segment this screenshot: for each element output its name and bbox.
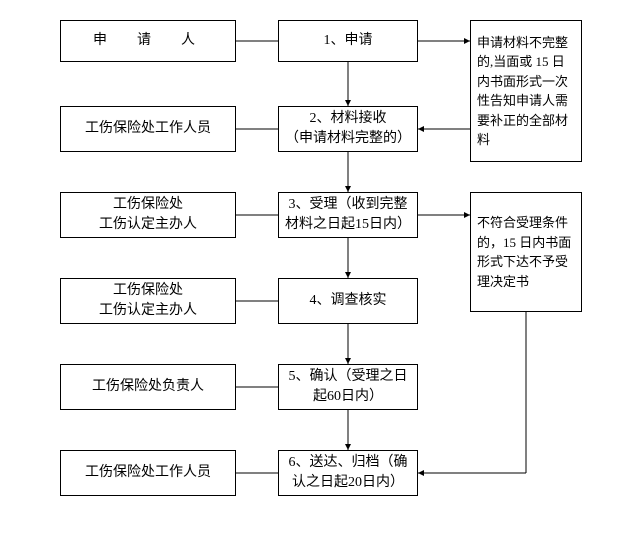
side-note-2: 不符合受理条件的，15 日内书面形式下达不予受理决定书 (470, 192, 582, 312)
role-box-3: 工伤保险处 工伤认定主办人 (60, 192, 236, 238)
role-box-4: 工伤保险处 工伤认定主办人 (60, 278, 236, 324)
step-box-6: 6、送达、归档（确认之日起20日内） (278, 450, 418, 496)
role-box-2: 工伤保险处工作人员 (60, 106, 236, 152)
step-box-1: 1、申请 (278, 20, 418, 62)
step-box-3: 3、受理（收到完整材料之日起15日内） (278, 192, 418, 238)
side-note-1: 申请材料不完整的,当面或 15 日内书面形式一次性告知申请人需要补正的全部材料 (470, 20, 582, 162)
step-box-4: 4、调查核实 (278, 278, 418, 324)
role-box-6: 工伤保险处工作人员 (60, 450, 236, 496)
step-box-2: 2、材料接收 （申请材料完整的） (278, 106, 418, 152)
role-box-1: 申 请 人 (60, 20, 236, 62)
step-box-5: 5、确认（受理之日起60日内） (278, 364, 418, 410)
role-box-5: 工伤保险处负责人 (60, 364, 236, 410)
